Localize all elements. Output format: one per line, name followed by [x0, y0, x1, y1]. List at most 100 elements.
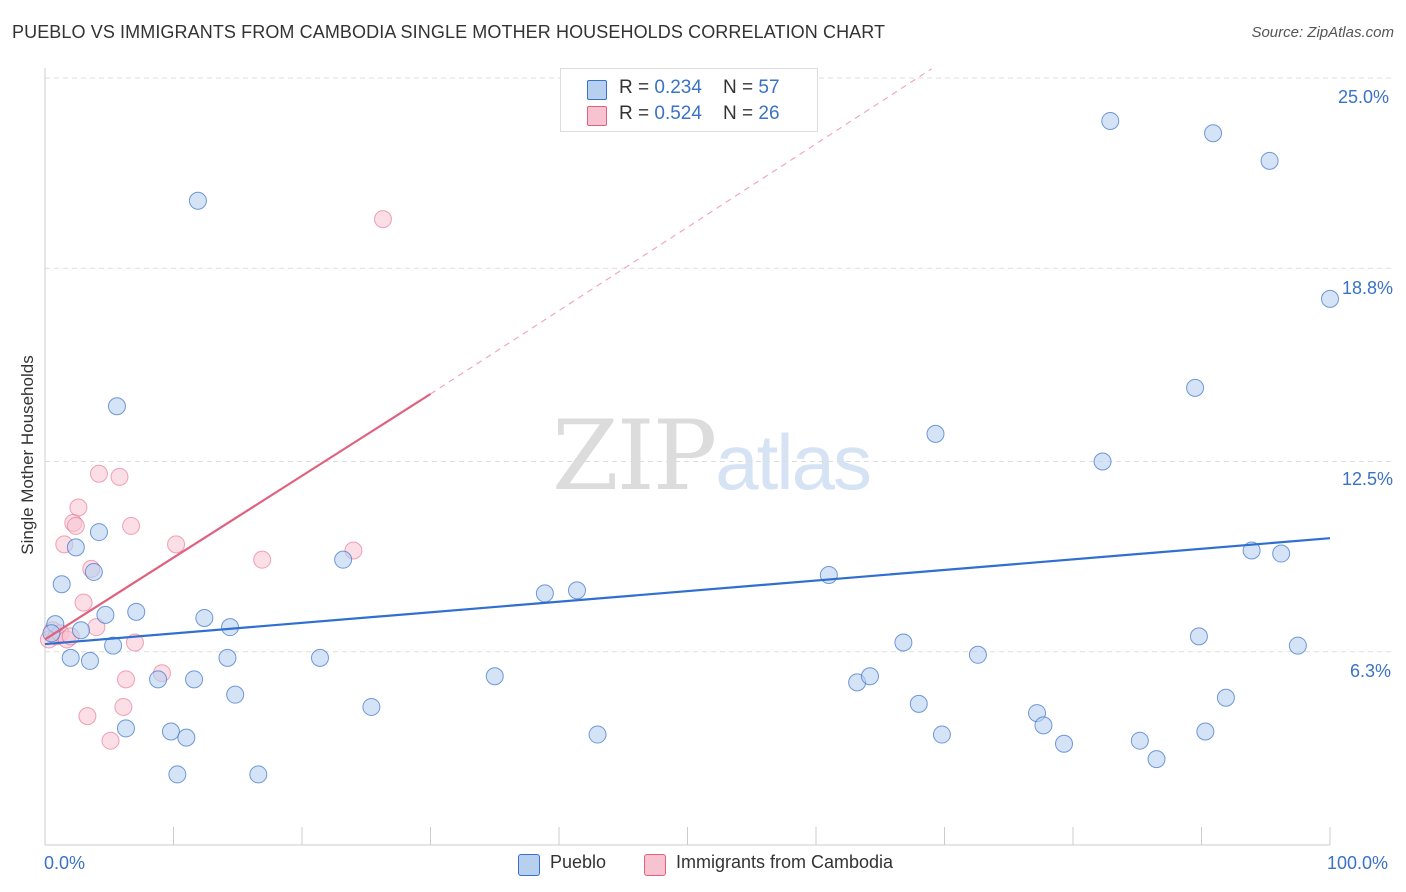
cambodia-swatch [587, 106, 607, 126]
pueblo-point [177, 728, 196, 747]
legend-label: Pueblo [550, 852, 607, 872]
pueblo-point [932, 725, 951, 744]
n-value: 26 [758, 103, 780, 124]
pueblo-point [107, 397, 126, 416]
pueblo-point [926, 424, 945, 443]
pueblo-point [66, 538, 85, 557]
pueblo-point [221, 618, 240, 637]
pueblo-points [42, 111, 1339, 784]
pueblo-point [1130, 731, 1149, 750]
y-tick-label: 6.3% [1350, 661, 1392, 681]
pueblo-point [168, 765, 187, 784]
cambodia-point [373, 210, 392, 229]
pueblo-point [71, 621, 90, 640]
r-label: R = [619, 103, 655, 124]
pueblo-point [195, 608, 214, 627]
pueblo-point [1321, 289, 1339, 308]
axis-layer [44, 68, 1331, 846]
n-label: N = [723, 77, 759, 98]
stats-legend: R = 0.234 N = 57 R = 0.524 N = 26 [560, 68, 818, 132]
pueblo-point [588, 725, 607, 744]
n-label: N = [723, 103, 759, 124]
pueblo-point [226, 685, 245, 704]
pueblo-swatch [587, 80, 607, 100]
cambodia-point [89, 464, 108, 483]
pueblo-point [567, 581, 586, 600]
pueblo-point [104, 636, 123, 655]
pueblo-point [860, 667, 879, 686]
pueblo-point [1093, 452, 1112, 471]
cambodia-point [74, 593, 93, 612]
pueblo-point [249, 765, 268, 784]
pueblo-swatch [518, 854, 540, 876]
pueblo-point [1216, 688, 1235, 707]
series-legend: Pueblo Immigrants from Cambodia [0, 852, 1406, 878]
pueblo-point [1186, 378, 1205, 397]
pueblo-point [1288, 636, 1307, 655]
grid-layer [45, 77, 1395, 653]
cambodia-point [69, 498, 88, 517]
pueblo-point [362, 697, 381, 716]
pueblo-point [116, 719, 135, 738]
pueblo-point [89, 523, 108, 542]
r-value: 0.234 [654, 77, 702, 98]
cambodia-point [66, 516, 85, 535]
cambodia-point [167, 535, 186, 554]
pueblo-point [894, 633, 913, 652]
cambodia-point [116, 670, 135, 689]
pueblo-point [52, 575, 71, 594]
y-tick-label: 12.5% [1342, 469, 1394, 489]
pueblo-point [1272, 544, 1291, 563]
chart-title: PUEBLO VS IMMIGRANTS FROM CAMBODIA SINGL… [12, 22, 886, 42]
cambodia-point [122, 516, 141, 535]
pueblo-point [161, 722, 180, 741]
pueblo-point [96, 605, 115, 624]
legend-label: Immigrants from Cambodia [676, 852, 894, 872]
pueblo-trend-line [44, 537, 1331, 646]
pueblo-point [310, 648, 329, 667]
pueblo-point [218, 648, 237, 667]
pueblo-point [1034, 716, 1053, 735]
x-tick-label: 100.0% [1327, 853, 1389, 873]
y-tick-label: 25.0% [1338, 87, 1390, 107]
pueblo-point [1204, 124, 1223, 143]
r-label: R = [619, 77, 655, 98]
cambodia-point [114, 697, 133, 716]
pueblo-point [188, 191, 207, 210]
n-value: 57 [758, 77, 780, 98]
pueblo-point [1101, 111, 1120, 130]
pueblo-point [1055, 734, 1074, 753]
pueblo-point [1147, 750, 1166, 769]
cambodia-trend-line [44, 393, 432, 641]
cambodia-point [125, 633, 144, 652]
pueblo-point [909, 694, 928, 713]
x-tick-label: 0.0% [44, 853, 86, 873]
pueblo-point [185, 670, 204, 689]
pueblo-point [1242, 541, 1261, 560]
pueblo-point [535, 584, 554, 603]
cambodia-trend-extension [430, 68, 932, 395]
pueblo-point [80, 651, 99, 670]
pueblo-point [84, 562, 103, 581]
chart-source: Source: ZipAtlas.com [1251, 24, 1394, 41]
cambodia-point [78, 707, 97, 726]
pueblo-point [1260, 151, 1279, 170]
cambodia-point [110, 467, 129, 486]
cambodia-swatch [644, 854, 666, 876]
y-axis-label: Single Mother Households [18, 355, 37, 555]
y-tick-label: 18.8% [1342, 278, 1394, 298]
r-value: 0.524 [654, 103, 702, 124]
cambodia-point [101, 731, 120, 750]
pueblo-point [334, 550, 353, 569]
trend-layer [44, 68, 1331, 646]
pueblo-point [968, 645, 987, 664]
pueblo-point [1196, 722, 1215, 741]
pueblo-point [127, 602, 146, 621]
pueblo-point [61, 648, 80, 667]
watermark: ZIPatlas [552, 400, 872, 512]
pueblo-point [1189, 627, 1208, 646]
pueblo-point [485, 667, 504, 686]
cambodia-point [253, 550, 272, 569]
pueblo-point [149, 670, 168, 689]
